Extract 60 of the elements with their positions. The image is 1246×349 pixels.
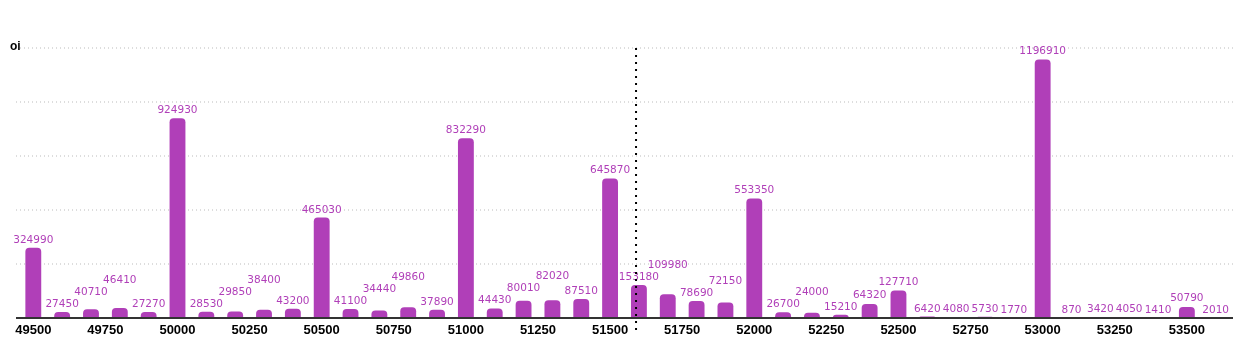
- data-label: 40710: [74, 285, 108, 298]
- data-label: 1196910: [1019, 44, 1067, 57]
- data-label: 1770: [1000, 302, 1028, 315]
- x-tick-label: 52250: [808, 322, 845, 337]
- data-label: 87510: [564, 284, 598, 297]
- data-label: 6420: [913, 301, 941, 314]
- data-label: 924930: [157, 103, 198, 116]
- x-tick-label: 52000: [736, 322, 773, 337]
- data-label: 153180: [618, 269, 659, 282]
- data-label: 553350: [734, 183, 775, 196]
- data-label: 49860: [391, 270, 425, 283]
- data-label: 4050: [1115, 302, 1143, 315]
- x-tick-label: 51250: [519, 322, 557, 337]
- data-label: 1410: [1144, 302, 1172, 315]
- data-label: 324990: [13, 232, 54, 245]
- x-tick-label: 53250: [1096, 322, 1133, 337]
- data-label: 2010: [1202, 302, 1230, 315]
- data-label: 46410: [103, 273, 137, 286]
- data-label: 127710: [878, 275, 919, 288]
- data-label: 28530: [189, 296, 224, 309]
- x-tick-label: 50750: [375, 322, 412, 337]
- data-label: 27450: [45, 297, 79, 310]
- data-label: 34440: [362, 282, 397, 295]
- x-tick-label: 51750: [664, 322, 701, 337]
- x-tick-label: 50250: [231, 322, 268, 337]
- x-tick-label: 53500: [1168, 322, 1205, 337]
- y-axis-title: oi: [10, 39, 21, 53]
- x-tick-label: 51000: [447, 322, 484, 337]
- x-tick-label: 51500: [592, 322, 629, 337]
- x-tick-label: 52500: [880, 322, 917, 337]
- data-label: 37890: [420, 294, 454, 307]
- data-label: 43200: [276, 293, 310, 306]
- data-label: 44430: [478, 293, 512, 306]
- data-label: 27270: [131, 297, 166, 310]
- data-label: 24000: [795, 285, 829, 298]
- data-label: 645870: [590, 163, 631, 176]
- x-tick-label: 50000: [159, 322, 196, 337]
- data-label: 82020: [535, 269, 570, 282]
- data-label: 38400: [247, 272, 281, 285]
- data-label: 15210: [824, 299, 858, 312]
- data-label: 64320: [852, 287, 887, 300]
- x-tick-label: 49500: [15, 322, 52, 337]
- data-label: 80010: [506, 281, 541, 294]
- data-label: 29850: [218, 284, 252, 297]
- data-label: 3420: [1086, 302, 1114, 315]
- data-label: 26700: [766, 297, 800, 310]
- x-tick-label: 50500: [303, 322, 340, 337]
- x-tick-label: 52750: [952, 322, 989, 337]
- data-label: 109980: [647, 257, 688, 270]
- data-label: 50790: [1170, 290, 1204, 303]
- data-label: 72150: [708, 274, 743, 286]
- data-label: 465030: [301, 202, 342, 215]
- data-label: 78690: [679, 286, 714, 298]
- data-label: 5730: [971, 301, 999, 314]
- data-label: 4080: [942, 302, 970, 315]
- x-tick-label: 53000: [1024, 322, 1061, 337]
- data-label: 832290: [445, 123, 486, 136]
- x-tick-label: 49750: [87, 322, 124, 337]
- data-label: 41100: [333, 294, 368, 307]
- data-label: 870: [1061, 302, 1082, 315]
